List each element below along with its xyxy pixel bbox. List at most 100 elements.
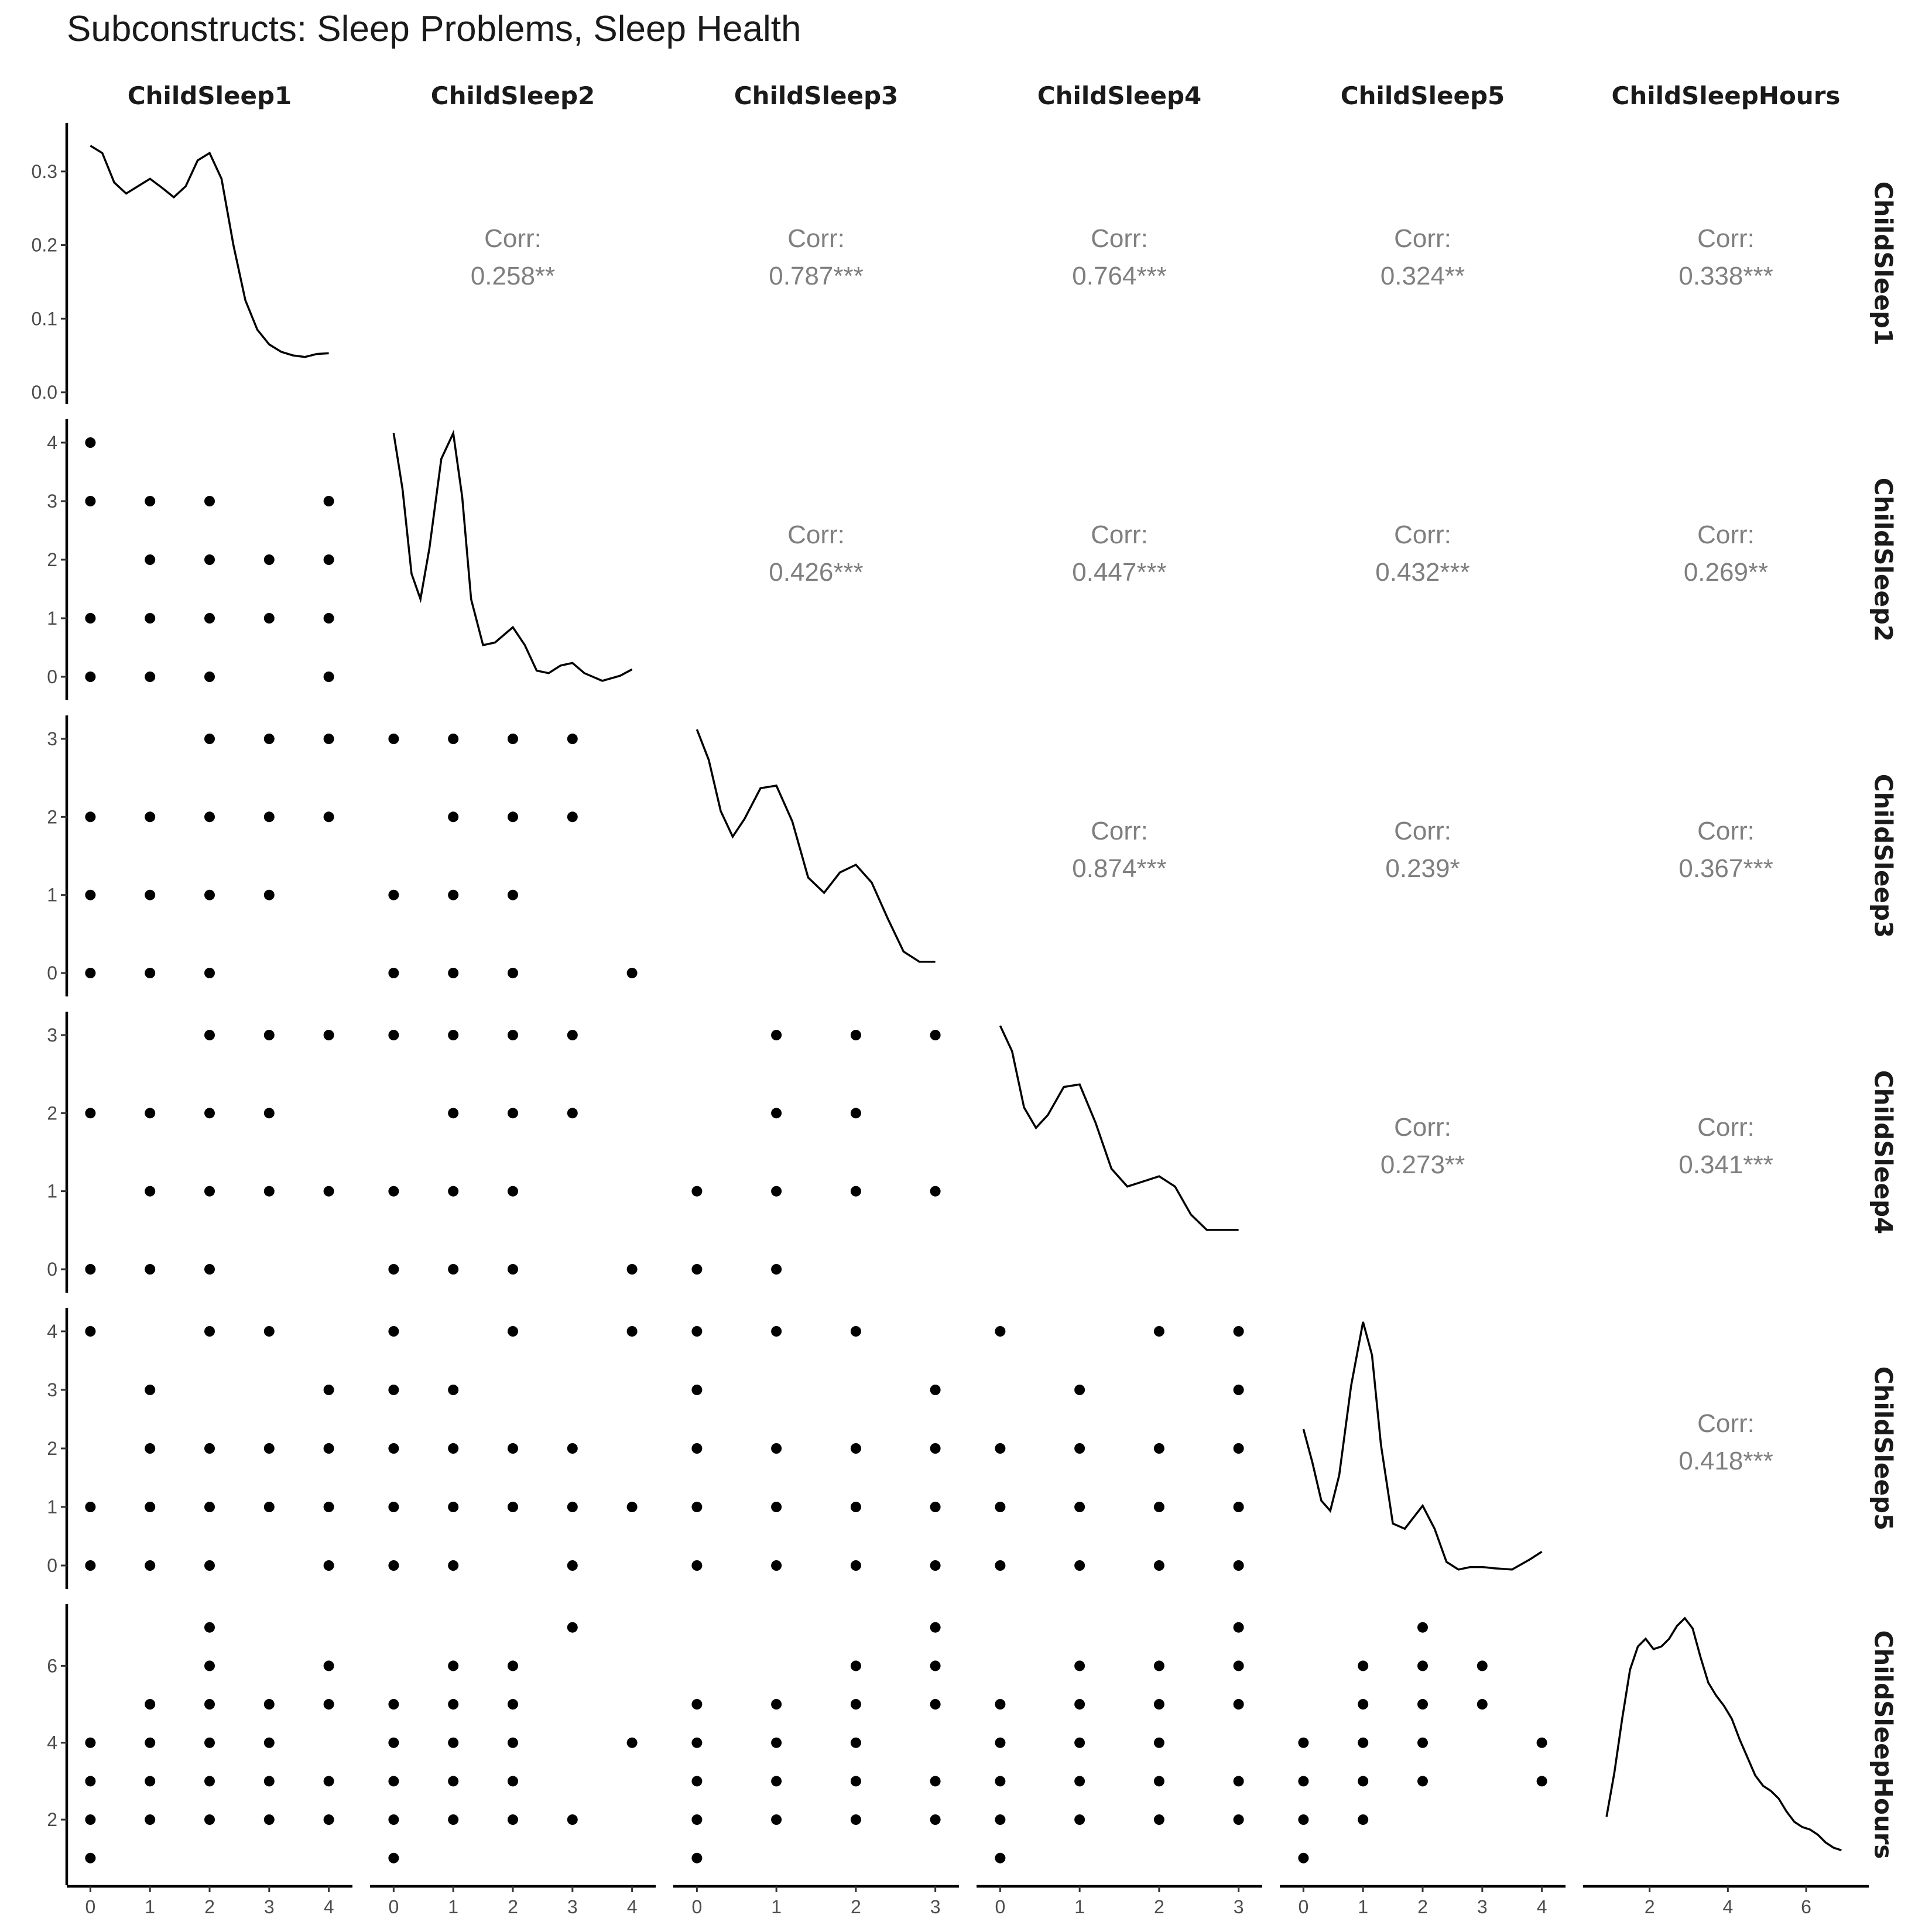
corr-value: 0.269** [1684,558,1768,587]
y-tick-label: 0 [47,1555,57,1576]
corr-value: 0.341*** [1678,1150,1773,1179]
data-point [850,1186,861,1197]
data-point [771,1326,782,1337]
scatter-panel-r4-c3 [691,1030,941,1275]
data-point [1233,1560,1244,1571]
data-point [145,811,156,823]
data-point [626,1502,638,1512]
corr-value: 0.273** [1381,1150,1465,1179]
data-point [1233,1660,1244,1671]
corr-cell-r2-c4: Corr: 0.447*** [1072,520,1166,587]
corr-label: Corr: [1091,224,1148,253]
data-point [691,1443,703,1454]
y-axis-row-1: 0.0 0.1 0.2 0.3 [32,123,68,404]
data-point [771,1776,782,1787]
data-point [691,1326,703,1337]
data-point [388,1560,399,1571]
x-tick-label: 0 [388,1896,399,1917]
y-tick-label: 2 [47,1809,57,1830]
data-point [323,672,334,682]
data-point [323,1814,334,1825]
x-tick-label: 2 [204,1896,215,1917]
data-point [850,1443,861,1454]
density-panel-childsleep2 [392,429,633,682]
x-axis-col-4: 0 1 2 3 [977,1885,1262,1917]
data-point [930,1660,941,1671]
data-point [448,1264,459,1275]
data-point [995,1502,1006,1512]
data-point [323,1560,334,1571]
data-point [850,1737,861,1748]
x-axis-col-3: 0 1 2 3 [673,1885,959,1917]
data-point [145,554,156,565]
data-point [1153,1502,1164,1512]
data-point [1074,1443,1085,1454]
corr-value: 0.787*** [769,262,863,290]
data-point [995,1560,1006,1571]
data-point [263,811,275,823]
data-point [771,1030,782,1040]
corr-label: Corr: [1697,520,1755,549]
x-tick-label: 3 [1234,1896,1244,1917]
data-point [448,811,459,823]
data-point [626,1326,638,1337]
data-point [850,1326,861,1337]
data-point [691,1814,703,1825]
data-point [508,1502,518,1512]
y-tick-label: 1 [47,885,57,906]
y-tick-label: 0.0 [32,382,57,403]
data-point [204,1443,215,1454]
data-point [204,672,215,682]
data-point [567,1560,578,1571]
corr-value: 0.258** [471,262,555,290]
corr-value: 0.418*** [1678,1447,1773,1475]
data-point [771,1560,782,1571]
x-axis-col-1: 0 1 2 3 4 [67,1885,352,1917]
data-point [448,1443,459,1454]
data-point [930,1502,941,1512]
corr-cell-r4-c5: Corr: 0.273** [1381,1113,1465,1179]
corr-label: Corr: [1697,817,1755,845]
y-tick-label: 3 [47,1025,57,1046]
data-point [145,1186,156,1197]
density-panel-childsleep4 [999,1025,1239,1231]
row-label-childsleep3: ChildSleep3 [1869,774,1898,938]
data-point [626,1737,638,1748]
y-tick-label: 1 [47,608,57,629]
data-point [448,1660,459,1671]
corr-value: 0.338*** [1678,262,1773,290]
data-point [323,1385,334,1395]
x-axis-col-2: 0 1 2 3 4 [370,1885,656,1917]
corr-value: 0.426*** [769,558,863,587]
corr-value: 0.324** [1381,262,1465,290]
x-tick-label: 1 [448,1896,458,1917]
data-point [145,496,156,506]
data-point [930,1030,941,1040]
corr-cell-r1-c2: Corr: 0.258** [471,224,555,290]
data-point [263,1776,275,1787]
data-point [448,1030,459,1040]
data-point [771,1737,782,1748]
data-point [1233,1502,1244,1512]
data-point [145,968,156,978]
data-point [995,1776,1006,1787]
data-point [1233,1443,1244,1454]
data-point [448,1776,459,1787]
corr-cell-r2-c6: Corr: 0.269** [1684,520,1768,587]
data-point [388,1852,399,1864]
data-point [204,1737,215,1748]
scatter-panel-r3-c1 [85,734,334,978]
data-point [691,1264,703,1275]
data-point [691,1776,703,1787]
data-point [995,1443,1006,1454]
data-point [1074,1699,1085,1710]
data-point [1298,1776,1309,1787]
data-point [1233,1776,1244,1787]
y-tick-label: 0.3 [32,161,57,182]
corr-label: Corr: [1091,520,1148,549]
data-point [1358,1776,1369,1787]
data-point [850,1699,861,1710]
data-point [263,613,275,624]
data-point [508,968,518,978]
data-point [1358,1660,1369,1671]
